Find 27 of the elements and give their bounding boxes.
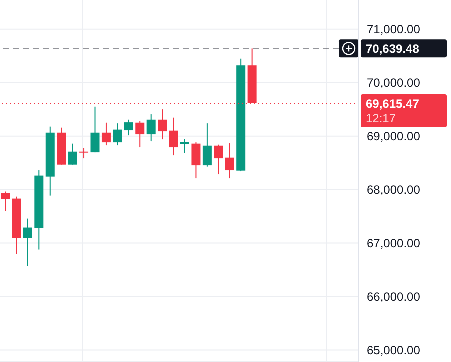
ref-line-label: 69,615.47 (366, 96, 420, 111)
text: 12:17 (366, 111, 396, 126)
y-tick-label: 67,000.00 (367, 236, 421, 251)
y-tick-label: 68,000.00 (367, 183, 421, 198)
candlestick (68, 143, 78, 166)
candlestick (158, 109, 168, 140)
candlestick (80, 148, 89, 160)
y-tick-label: 71,000.00 (367, 22, 421, 37)
candlestick (202, 123, 212, 168)
candlestick (146, 114, 156, 142)
y-tick-label: 70,000.00 (367, 76, 421, 90)
candlestick (124, 119, 134, 136)
candlestick (214, 144, 224, 176)
candlestick (1, 191, 10, 212)
candlestick (23, 218, 32, 267)
candlestick (169, 117, 178, 156)
y-tick-label: 65,000.00 (367, 343, 421, 358)
candlestick (180, 139, 190, 154)
y-tick-label: 66,000.00 (367, 290, 421, 304)
candlestick (102, 122, 111, 146)
candlestick (90, 106, 100, 154)
candlestick (192, 142, 201, 180)
candlestick (136, 120, 145, 148)
candlestick (113, 123, 122, 146)
candlestick (225, 143, 234, 180)
y-tick-label: 69,000.00 (367, 130, 421, 144)
ref-line-label: 70,639.48 (366, 42, 420, 56)
